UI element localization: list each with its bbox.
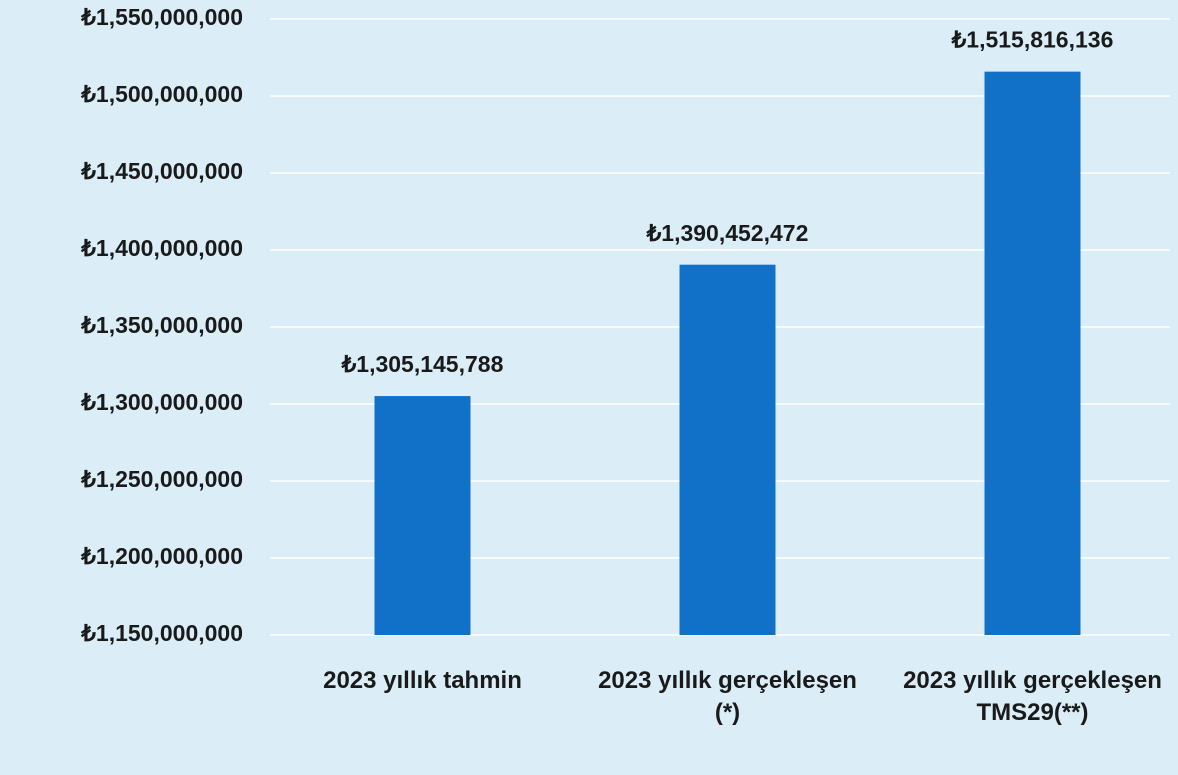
y-tick-label: ₺1,400,000,000 — [80, 235, 243, 261]
y-tick-label: ₺1,350,000,000 — [80, 312, 243, 338]
bar — [984, 71, 1081, 636]
y-tick-label: ₺1,250,000,000 — [80, 466, 243, 492]
value-label: ₺1,515,816,136 — [951, 27, 1114, 53]
x-tick-label: 2023 yıllık tahmin — [323, 667, 522, 694]
x-tick-label: 2023 yıllık gerçekleşen TMS29(**) — [903, 667, 1162, 726]
bar — [374, 396, 471, 635]
x-tick-label: 2023 yıllık gerçekleşen (*) — [598, 667, 857, 726]
y-tick-label: ₺1,200,000,000 — [80, 543, 243, 569]
y-tick-label: ₺1,300,000,000 — [80, 389, 243, 415]
y-tick-label: ₺1,550,000,000 — [80, 4, 243, 30]
value-label: ₺1,305,145,788 — [341, 351, 504, 377]
y-tick-label: ₺1,500,000,000 — [80, 81, 243, 107]
bar — [679, 264, 776, 635]
value-label: ₺1,390,452,472 — [646, 220, 809, 246]
y-tick-label: ₺1,450,000,000 — [80, 158, 243, 184]
y-tick-label: ₺1,150,000,000 — [80, 620, 243, 646]
